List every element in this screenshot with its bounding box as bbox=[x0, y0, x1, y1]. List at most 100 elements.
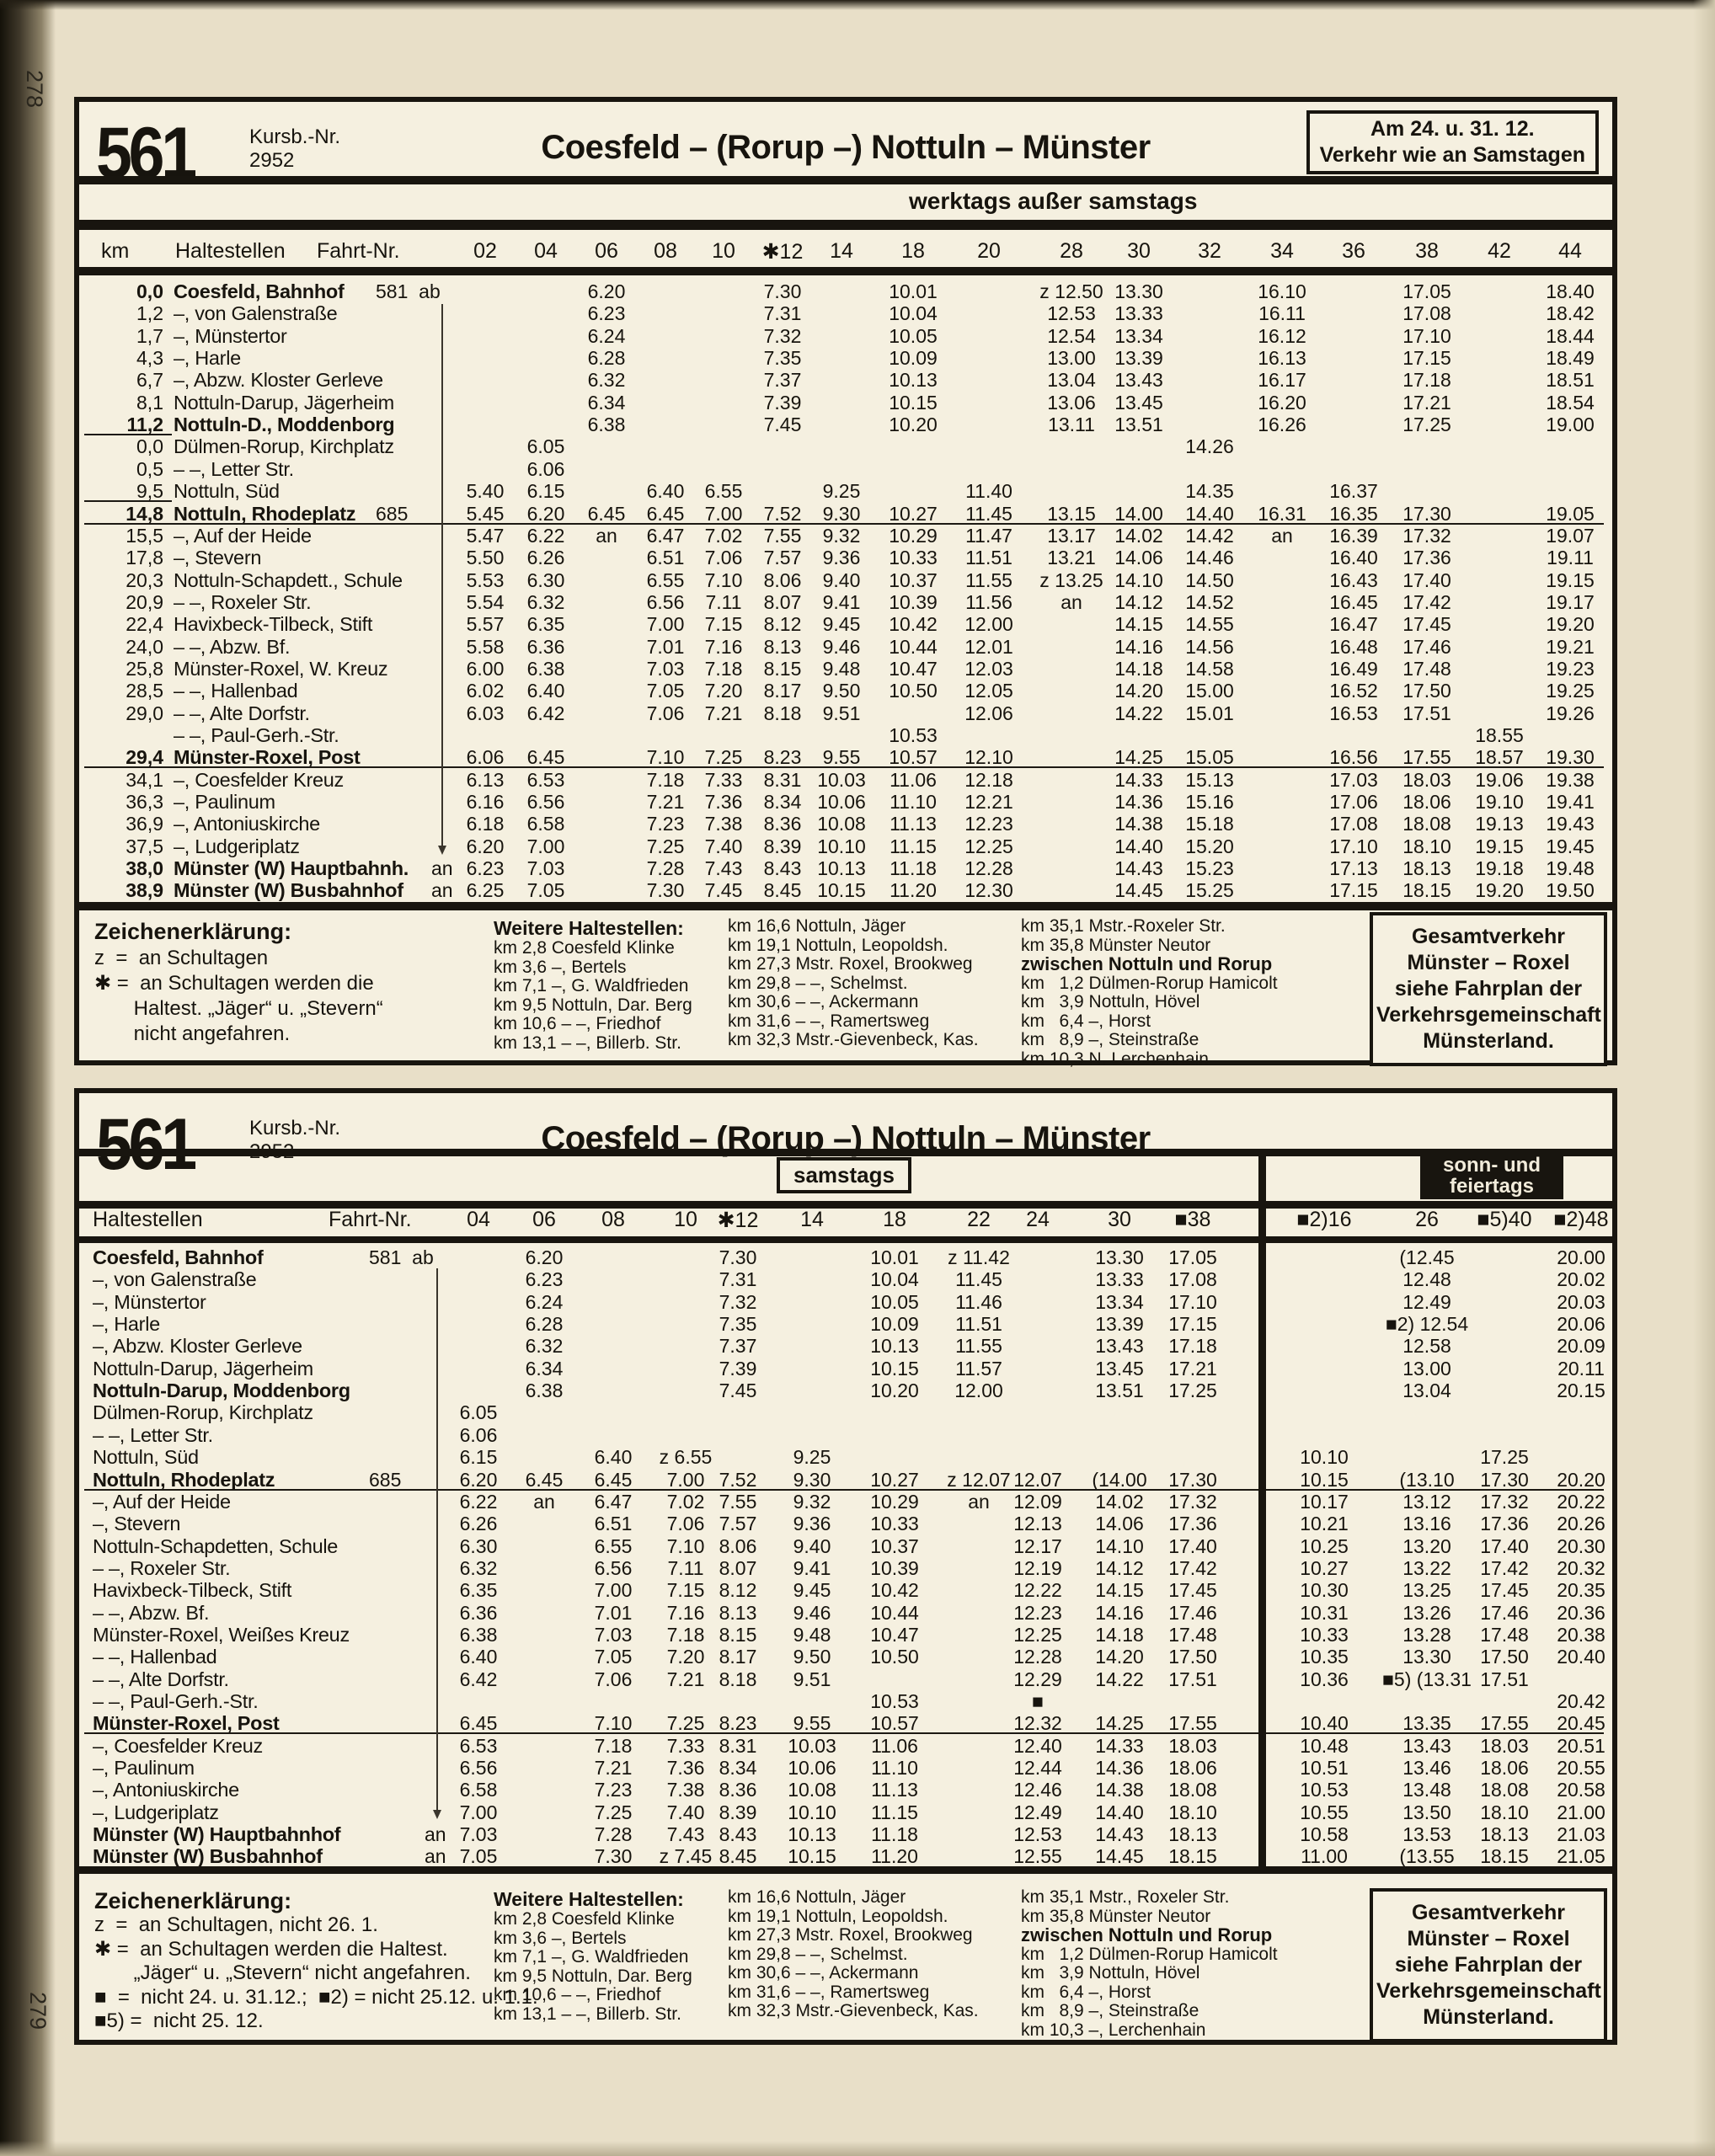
km-value: 25,8 bbox=[126, 657, 163, 680]
more-stop-entry: km 16,6 Nottuln, Jäger bbox=[728, 916, 906, 936]
time-cell: 7.45 bbox=[704, 879, 743, 902]
stop-name: Münster-Roxel, Post bbox=[174, 746, 361, 769]
time-cell: 10.57 bbox=[889, 746, 938, 769]
time-cell: 11.45 bbox=[965, 502, 1012, 525]
time-cell: 11.10 bbox=[890, 791, 937, 814]
time-cell: 9.55 bbox=[822, 746, 861, 769]
time-cell: 8.36 bbox=[719, 1779, 757, 1801]
column-header: 08 bbox=[654, 239, 677, 263]
more-stop-entry: km 35,8 Münster Neutor bbox=[1021, 1906, 1211, 1926]
time-cell: 20.20 bbox=[1557, 1468, 1605, 1491]
time-cell: 16.52 bbox=[1329, 680, 1378, 702]
trip-ref: 581 ab bbox=[369, 1246, 434, 1268]
time-cell: 7.00 bbox=[704, 502, 743, 525]
more-stops-col1: km 2,8 Coesfeld Klinke km 3,6 –, Bertels k… bbox=[494, 1909, 692, 2024]
time-cell: 20.58 bbox=[1557, 1779, 1605, 1801]
time-cell: 14.36 bbox=[1095, 1757, 1144, 1780]
legend-line: ✱ = an Schultagen werden die bbox=[94, 972, 374, 995]
time-cell: 11.18 bbox=[890, 857, 937, 880]
legend-line: Haltest. „Jäger“ u. „Stevern“ bbox=[94, 997, 383, 1020]
time-cell: 13.04 bbox=[1402, 1380, 1451, 1402]
time-cell: 14.18 bbox=[1114, 657, 1163, 680]
time-cell: an bbox=[596, 524, 617, 547]
stop-name: Nottuln-Darup, Moddenborg bbox=[93, 1380, 350, 1402]
time-cell: ■ bbox=[1032, 1690, 1044, 1712]
more-stop-entry: km 8,9 –, Steinstraße bbox=[1021, 2001, 1199, 2020]
time-cell: 7.15 bbox=[704, 613, 743, 636]
time-cell: 14.20 bbox=[1095, 1646, 1144, 1668]
time-cell: 12.05 bbox=[964, 680, 1013, 702]
time-cell: 17.15 bbox=[1402, 347, 1451, 370]
time-cell: 16.48 bbox=[1329, 635, 1378, 658]
stop-name: –, Paulinum bbox=[93, 1757, 195, 1780]
stop-name: Nottuln, Rhodeplatz bbox=[93, 1468, 275, 1491]
km-value: 1,7 bbox=[136, 324, 163, 347]
time-cell: 7.30 bbox=[594, 1845, 633, 1868]
time-cell: 13.22 bbox=[1402, 1556, 1451, 1579]
stop-row: Münster (W) Busbahnhof an 7.05 7.30 z 7.45 8.… bbox=[79, 1845, 1612, 1868]
stop-name: – –, Letter Str. bbox=[174, 457, 294, 480]
stop-row: 0,5 – –, Letter Str. 6.06 bbox=[79, 458, 1612, 481]
more-stop-entry: km 10,6 – –, Friedhof bbox=[494, 1014, 661, 1033]
column-header-row: 02 04 06 08 10 ✱12 14 18 20 28 30 32 34 36 38 42 44 bbox=[79, 239, 1612, 264]
column-header: 30 bbox=[1127, 239, 1151, 263]
time-cell: 10.17 bbox=[1300, 1490, 1349, 1513]
time-cell: 20.26 bbox=[1557, 1513, 1605, 1535]
holiday-note-box: Am 24. u. 31. 12. Verkehr wie an Samstag… bbox=[1306, 110, 1599, 174]
stop-name: – –, Alte Dorfstr. bbox=[93, 1668, 229, 1690]
time-cell: 17.48 bbox=[1168, 1623, 1217, 1646]
info-box-line: Gesamtverkehr bbox=[1411, 925, 1566, 948]
time-cell: 7.02 bbox=[666, 1490, 705, 1513]
time-cell: 17.48 bbox=[1402, 657, 1451, 680]
stop-name: –, Ludgeriplatz bbox=[174, 835, 300, 857]
time-cell: 16.40 bbox=[1329, 547, 1378, 569]
time-cell: 9.51 bbox=[793, 1668, 831, 1690]
row-separator-line bbox=[84, 434, 172, 436]
time-cell: 20.40 bbox=[1557, 1646, 1605, 1668]
time-cell: 7.52 bbox=[719, 1468, 757, 1491]
time-cell: 14.12 bbox=[1114, 590, 1163, 613]
time-cell: 7.37 bbox=[763, 369, 802, 392]
time-cell: 12.55 bbox=[1013, 1845, 1062, 1868]
time-cell: 8.12 bbox=[763, 613, 802, 636]
time-cell: 10.05 bbox=[889, 324, 938, 347]
time-cell: 16.20 bbox=[1258, 391, 1306, 414]
stop-row: 15,5 –, Auf der Heide 5.47 6.22 an 6.47 7.02 7.… bbox=[79, 525, 1612, 547]
time-cell: 19.10 bbox=[1475, 791, 1524, 814]
time-cell: 7.06 bbox=[646, 702, 685, 724]
time-cell: 7.21 bbox=[666, 1668, 705, 1690]
rule bbox=[79, 902, 1612, 910]
time-cell: 17.45 bbox=[1402, 613, 1451, 636]
legend-line: ✱ = an Schultagen werden die Haltest. bbox=[94, 1937, 448, 1961]
time-cell: 7.01 bbox=[594, 1601, 633, 1624]
stop-name: –, Harle bbox=[174, 347, 241, 370]
stop-row: 22,4 Havixbeck-Tilbeck, Stift 5.57 6.35 7.00… bbox=[79, 613, 1612, 636]
time-cell: (13.55 bbox=[1399, 1845, 1455, 1868]
time-cell: 13.51 bbox=[1095, 1380, 1144, 1402]
time-cell: 15.01 bbox=[1185, 702, 1234, 724]
km-value: 14,8 bbox=[126, 502, 163, 525]
time-cell: 16.43 bbox=[1329, 568, 1378, 591]
time-cell: 8.07 bbox=[719, 1556, 757, 1579]
time-cell: 6.28 bbox=[525, 1313, 564, 1336]
time-cell: 7.43 bbox=[704, 857, 743, 880]
more-stop-entry: km 3,6 –, Bertels bbox=[494, 1928, 627, 1948]
time-cell: 18.03 bbox=[1168, 1734, 1217, 1757]
stop-row: –, Stevern 6.26 6.51 7.06 7.57 9.36 10.33 12.13… bbox=[79, 1513, 1612, 1535]
time-cell: 6.55 bbox=[594, 1534, 633, 1557]
time-cell: 12.18 bbox=[964, 768, 1013, 791]
time-cell: 8.23 bbox=[763, 746, 802, 769]
time-cell: 10.10 bbox=[817, 835, 866, 857]
time-cell: 9.25 bbox=[822, 480, 861, 503]
time-cell: 7.23 bbox=[594, 1779, 633, 1801]
time-cell: 18.06 bbox=[1480, 1757, 1529, 1780]
legend-block: z = an Schultagen ✱ = an Schultagen werde… bbox=[94, 946, 383, 1047]
time-cell: 21.03 bbox=[1557, 1823, 1605, 1846]
time-cell: 20.42 bbox=[1557, 1690, 1605, 1712]
time-cell: 7.36 bbox=[704, 791, 743, 814]
time-cell: 9.45 bbox=[793, 1579, 831, 1602]
time-cell: 12.40 bbox=[1013, 1734, 1062, 1757]
time-cell: 21.00 bbox=[1557, 1801, 1605, 1823]
stop-name: – –, Roxeler Str. bbox=[93, 1556, 231, 1579]
time-cell: 6.03 bbox=[466, 702, 505, 724]
